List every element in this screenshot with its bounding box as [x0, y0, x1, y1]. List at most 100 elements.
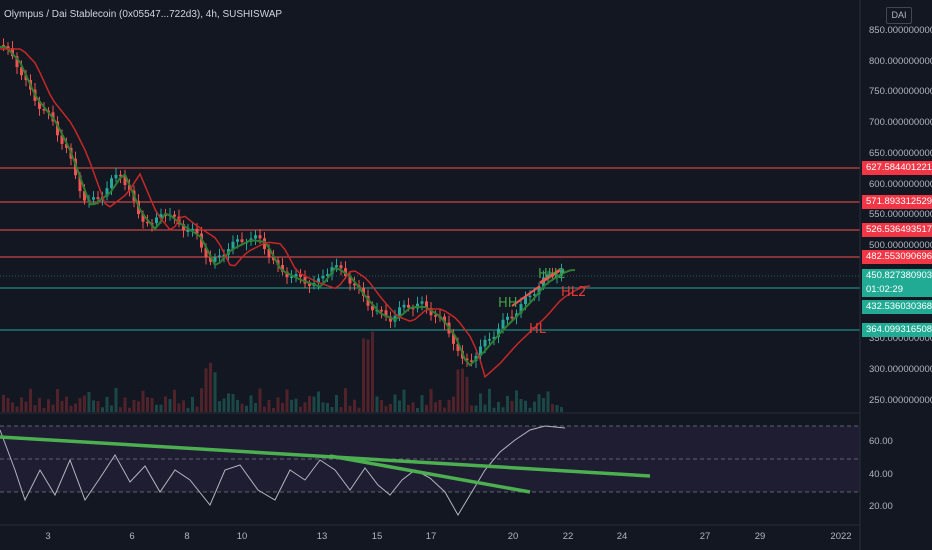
volume-bar — [123, 397, 127, 412]
candle-body — [119, 174, 122, 177]
annotation-hh[interactable]: HH — [498, 296, 518, 311]
volume-bar — [303, 402, 307, 412]
candle-body — [488, 339, 491, 341]
candles — [2, 38, 563, 368]
volume-bar — [29, 388, 32, 412]
volume-bar — [290, 399, 293, 412]
candle-body — [303, 277, 307, 284]
volume-bar — [483, 404, 487, 412]
volume-bar — [200, 388, 203, 412]
candle-body — [456, 343, 460, 351]
candle-body — [128, 184, 131, 191]
candle-body — [339, 265, 343, 269]
volume-bar — [281, 402, 284, 412]
candle-body — [281, 265, 284, 272]
candle-body — [254, 235, 257, 239]
candle-body — [528, 295, 532, 298]
candle-body — [272, 256, 275, 261]
candle-body — [398, 307, 401, 316]
volume-bar — [470, 405, 473, 412]
volume-bar — [51, 404, 55, 412]
volume-bar — [42, 407, 46, 412]
trend-arrow-hh — [511, 285, 541, 307]
volume-bar — [254, 403, 257, 412]
volume-bar — [137, 401, 140, 412]
candle-body — [110, 178, 113, 189]
volume-bar — [452, 396, 455, 412]
volume-bar — [33, 405, 37, 412]
volume-bar — [438, 400, 442, 412]
price-tick: 350.0000000000 — [869, 333, 932, 344]
time-tick: 17 — [425, 531, 437, 542]
price-tick: 300.0000000000 — [869, 364, 932, 375]
price-level-label: 571.8933125294 — [862, 195, 932, 209]
volume-bar — [213, 372, 217, 412]
trend-arrow-hh2 — [539, 268, 561, 285]
volume-bar — [312, 396, 316, 412]
volume-bar — [164, 396, 167, 412]
candle-body — [429, 308, 433, 316]
volume-bar — [407, 405, 410, 412]
volume-bar — [434, 402, 437, 412]
price-level-label: 482.5530906963 — [862, 250, 932, 264]
candle-body — [236, 239, 239, 242]
candle-body — [348, 276, 352, 284]
volume-bar — [389, 403, 392, 412]
volume-bar — [56, 389, 59, 412]
candle-body — [240, 239, 244, 242]
candle-body — [335, 265, 338, 268]
volume-bar — [227, 393, 230, 412]
volume-bar — [533, 401, 536, 412]
candle-body — [191, 228, 194, 231]
candle-body — [434, 315, 437, 317]
volume-bar — [371, 331, 374, 412]
volume-bar — [447, 399, 451, 412]
candle-body — [11, 47, 14, 57]
candle-body — [258, 235, 262, 239]
time-tick: 6 — [129, 531, 135, 542]
volume-bar — [308, 396, 311, 412]
annotation-hh2[interactable]: HH2 — [538, 267, 566, 282]
volume-bar — [285, 389, 289, 412]
rsi-tick: 20.00 — [869, 501, 893, 512]
volume-bar — [425, 404, 428, 412]
volume-bar — [249, 395, 253, 412]
volume-bar — [11, 402, 14, 412]
volume-bar — [321, 402, 325, 412]
price-tick: 850.0000000000 — [869, 25, 932, 36]
volume-bar — [420, 395, 424, 412]
candle-body — [411, 307, 415, 310]
volume-bar — [69, 405, 73, 412]
volume-bar — [555, 404, 559, 412]
volume-bar — [159, 404, 163, 412]
candle-body — [195, 228, 199, 234]
volume-bar — [6, 397, 10, 412]
volume-bar — [191, 396, 194, 412]
volume-bar — [141, 390, 145, 412]
annotation-hl[interactable]: HL — [529, 322, 547, 337]
volume-bar — [519, 398, 523, 412]
volume-bar — [204, 368, 208, 412]
candle-body — [159, 214, 163, 218]
symbol-legend[interactable]: Olympus / Dai Stablecoin (0x05547...722d… — [4, 9, 283, 20]
time-tick: 24 — [616, 531, 628, 542]
price-level-label: 627.5844012212 — [862, 161, 932, 175]
volume-bar — [132, 399, 136, 412]
last-price-label: 450.8273809037 — [862, 269, 932, 283]
candle-body — [38, 100, 41, 109]
time-tick: 15 — [371, 531, 383, 542]
candle-body — [510, 316, 514, 319]
candle-body — [497, 328, 500, 337]
annotation-hl2[interactable]: HL2 — [561, 285, 587, 300]
candle-body — [501, 319, 505, 329]
volume-bar — [146, 397, 149, 412]
price-tick: 800.0000000000 — [869, 56, 932, 67]
candle-body — [443, 316, 446, 323]
currency-badge[interactable]: DAI — [886, 7, 912, 24]
volume-bar — [186, 407, 190, 412]
volume-bar — [339, 407, 343, 412]
volume-bar — [276, 397, 280, 412]
volume-bar — [74, 403, 77, 412]
candle-body — [425, 301, 428, 309]
